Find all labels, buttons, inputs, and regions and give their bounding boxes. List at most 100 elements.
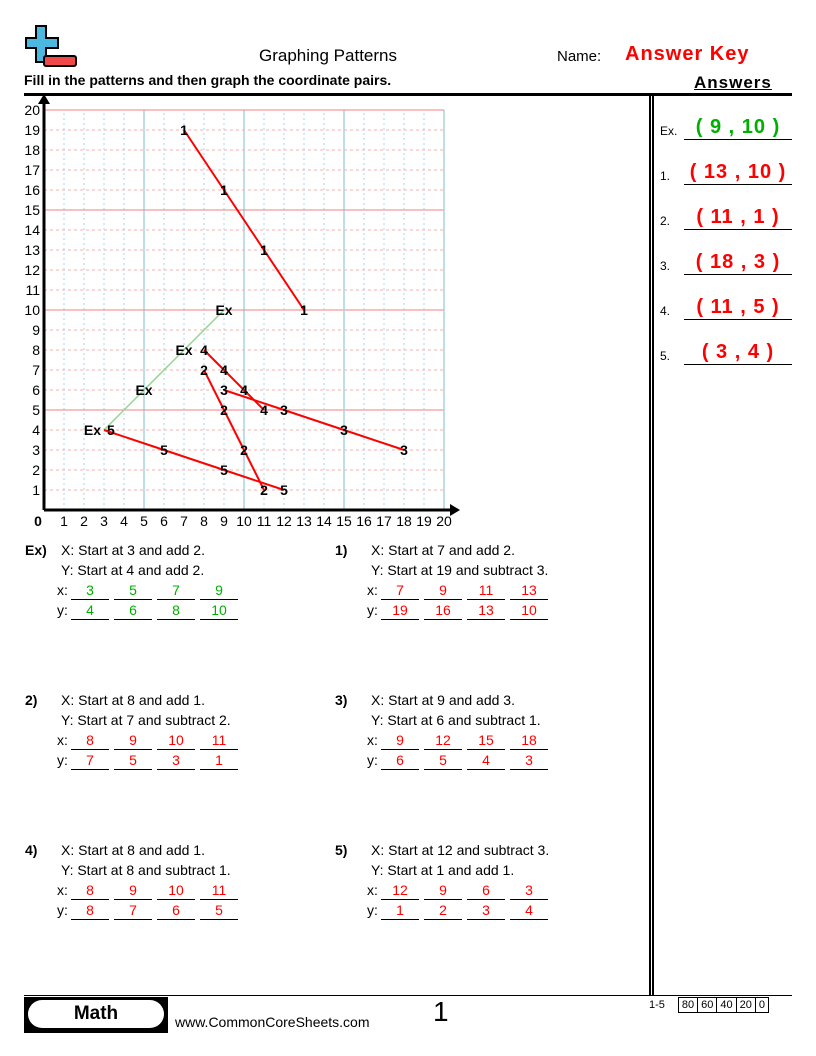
y-tick-label: 20 (24, 102, 40, 118)
point-label: 5 (160, 442, 168, 458)
x-value: 10 (157, 730, 195, 750)
y-value: 3 (467, 900, 505, 920)
point-label: 3 (220, 382, 228, 398)
x-tick-label: 13 (296, 513, 312, 529)
y-axis-arrow-icon (38, 96, 50, 104)
x-row-label: x: (57, 882, 68, 898)
y-row-label: y: (57, 902, 68, 918)
point-label: 4 (220, 362, 228, 378)
x-value: 13 (510, 580, 548, 600)
y-tick-label: 4 (32, 422, 40, 438)
x-value: 9 (424, 580, 462, 600)
footer-divider (24, 995, 792, 996)
worksheet-title: Graphing Patterns (259, 46, 397, 65)
answer-value: ( 3 , 4 ) (684, 341, 792, 365)
y-value: 8 (71, 900, 109, 920)
pattern-line (183, 129, 305, 311)
logo-icon (25, 25, 77, 67)
y-value: 10 (510, 600, 548, 620)
score-key: 1-5 80 60 40 20 0 (649, 997, 770, 1013)
x-rule: X: Start at 7 and add 2. (371, 542, 515, 558)
problem-number: 4) (25, 842, 38, 858)
y-rule: Y: Start at 7 and subtract 2. (61, 712, 231, 728)
answer-row: 3. ( 18 , 3 ) (660, 237, 792, 277)
score-range: 1-5 (649, 999, 665, 1011)
answer-value: ( 13 , 10 ) (684, 161, 792, 185)
answer-label: Ex. (660, 124, 678, 138)
y-value: 7 (114, 900, 152, 920)
point-label: 2 (220, 402, 228, 418)
score-box: 60 (697, 997, 718, 1013)
x-rule: X: Start at 8 and add 1. (61, 842, 205, 858)
answer-label: 4. (660, 304, 671, 318)
x-tick-label: 20 (436, 513, 452, 529)
x-tick-label: 4 (120, 513, 128, 529)
x-row-label: x: (367, 582, 378, 598)
answer-label: 5. (660, 349, 671, 363)
point-label: Ex (135, 382, 152, 398)
pattern-line (103, 309, 225, 431)
x-axis-arrow-icon (450, 504, 460, 516)
answer-value: ( 9 , 10 ) (684, 116, 792, 140)
x-row-label: x: (57, 582, 68, 598)
y-value: 3 (510, 750, 548, 770)
x-value: 3 (510, 880, 548, 900)
x-value: 15 (467, 730, 505, 750)
y-value: 4 (467, 750, 505, 770)
y-rule: Y: Start at 19 and subtract 3. (371, 562, 549, 578)
x-tick-label: 1 (60, 513, 68, 529)
x-rule: X: Start at 9 and add 3. (371, 692, 515, 708)
y-tick-label: 6 (32, 382, 40, 398)
x-value: 11 (200, 880, 238, 900)
y-value: 5 (200, 900, 238, 920)
subject-badge: Math (24, 997, 168, 1033)
page-number: 1 (433, 996, 449, 1027)
y-value: 1 (200, 750, 238, 770)
y-value: 13 (467, 600, 505, 620)
x-value: 5 (114, 580, 152, 600)
x-tick-label: 12 (276, 513, 292, 529)
subject-label: Math (28, 1000, 164, 1028)
y-value: 16 (424, 600, 462, 620)
y-row-label: y: (57, 752, 68, 768)
point-label: 2 (240, 442, 248, 458)
x-tick-label: 0 (34, 513, 42, 529)
x-value: 8 (71, 880, 109, 900)
x-value: 9 (200, 580, 238, 600)
y-row-label: y: (57, 602, 68, 618)
y-value: 6 (157, 900, 195, 920)
point-label: Ex (215, 302, 232, 318)
x-tick-label: 5 (140, 513, 148, 529)
y-value: 4 (71, 600, 109, 620)
x-row-label: x: (367, 882, 378, 898)
y-rule: Y: Start at 1 and add 1. (371, 862, 515, 878)
x-value: 9 (114, 730, 152, 750)
y-value: 7 (71, 750, 109, 770)
answer-label: 1. (660, 169, 671, 183)
x-value: 7 (157, 580, 195, 600)
x-value: 6 (467, 880, 505, 900)
problem-number: 3) (335, 692, 348, 708)
x-tick-label: 3 (100, 513, 108, 529)
point-label: 1 (260, 242, 268, 258)
pattern-line (223, 389, 405, 451)
x-tick-label: 19 (416, 513, 432, 529)
point-label: 2 (200, 362, 208, 378)
x-tick-label: 11 (257, 513, 272, 529)
pattern-line (203, 349, 265, 411)
answer-value: ( 11 , 1 ) (684, 206, 792, 230)
pattern-line (103, 429, 285, 491)
point-label: Ex (84, 422, 101, 438)
y-tick-label: 10 (24, 302, 40, 318)
y-value: 2 (424, 900, 462, 920)
problem-number: 1) (335, 542, 348, 558)
y-tick-label: 8 (32, 342, 40, 358)
answer-value: ( 18 , 3 ) (684, 251, 792, 275)
x-rule: X: Start at 8 and add 1. (61, 692, 205, 708)
y-value: 19 (381, 600, 419, 620)
point-label: 4 (260, 402, 268, 418)
x-value: 10 (157, 880, 195, 900)
point-label: 1 (300, 302, 308, 318)
x-value: 8 (71, 730, 109, 750)
